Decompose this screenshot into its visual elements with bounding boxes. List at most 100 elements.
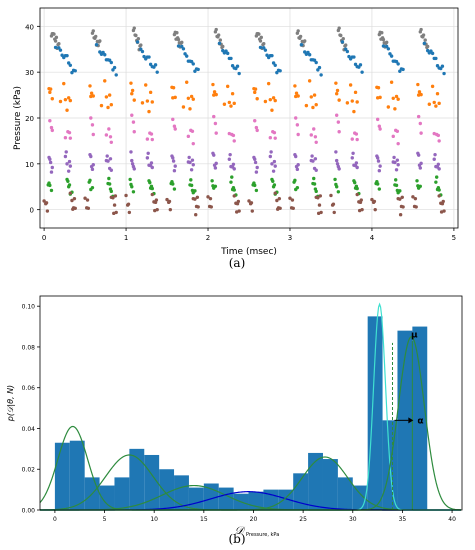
scatter-point [249,201,254,205]
scatter-point [440,64,445,68]
scatter-point [416,93,421,97]
scatter-point [104,133,109,137]
x-tick-label: 35 [399,516,407,523]
scatter-point [334,81,338,85]
scatter-point [232,101,236,106]
scatter-point [236,199,241,204]
scatter-point [211,184,215,188]
scatter-point [427,51,432,55]
scatter-point [212,114,216,119]
scatter-point [416,114,421,119]
scatter-point [148,90,153,95]
scatter-point [377,169,382,173]
scatter-point [389,54,394,58]
scatter-point [58,99,63,104]
scatter-point [214,131,218,135]
scatter-point [190,129,195,133]
scatter-point [68,63,73,67]
scatter-point [273,98,277,103]
scatter-point [386,105,391,109]
scatter-point [94,42,99,47]
y-tick-label: 30 [25,69,34,77]
scatter-point [109,103,114,107]
scatter-point [436,185,441,190]
scatter-point [355,192,359,197]
scatter-point [213,121,218,126]
scatter-point [153,208,157,213]
scatter-point [53,39,58,43]
scatter-point [144,83,148,87]
histogram-bar [54,442,70,510]
scatter-point [353,180,357,185]
scatter-point [425,44,430,49]
scatter-point [67,183,72,187]
scatter-point [422,41,427,45]
scatter-point [271,179,275,183]
histogram-bar [367,316,383,510]
scatter-point [273,164,277,168]
scatter-point [150,165,154,170]
scatter-point [316,211,321,216]
scatter-point [92,36,96,40]
scatter-point [83,196,87,200]
x-tick-label: 5 [452,234,456,242]
scatter-point [314,140,318,144]
scatter-point [253,87,258,91]
scatter-point [71,207,75,211]
scatter-point [214,161,218,166]
scatter-point [295,185,300,190]
scatter-point [253,160,258,165]
scatter-point [112,203,117,207]
scatter-point [215,34,219,39]
scatter-point [313,135,318,139]
scatter-point [44,201,49,205]
scatter-point [194,213,198,217]
scatter-point [417,90,422,94]
scatter-point [181,105,186,109]
histogram-bar [322,459,338,510]
scatter-point [340,40,345,44]
histogram-pressure-distribution: 0.00 0.02 0.04 0.06 0.08 0.10 0 5 10 15 20 25 30 35 40… [6,295,463,538]
scatter-point [88,178,92,183]
scatter-point [171,159,176,163]
scatter-point [190,188,195,193]
scatter-point [312,93,317,97]
scatter-point [311,58,315,62]
scatter-point [355,165,359,170]
histogram-bar [218,487,234,510]
scatter-point [295,31,300,35]
scatter-point [312,127,316,131]
scatter-point [62,55,66,60]
scatter-point [275,207,280,211]
scatter-point [129,150,133,154]
scatter-point [293,84,297,88]
scatter-point [273,136,277,140]
scatter-point [132,98,136,102]
scatter-point [145,99,150,103]
scatter-point [259,35,263,40]
scatter-point [176,44,181,48]
x-axis-label: 𝒟 [235,524,246,537]
scatter-point [171,96,175,100]
scatter-point [290,198,295,202]
scatter-point [294,116,298,120]
histogram-bar [69,440,85,510]
scatter-point [270,108,274,112]
scatter-point [414,205,418,209]
scatter-point [396,141,400,146]
scatter-point [294,91,299,95]
scatter-point [311,105,315,110]
scatter-point [149,161,154,165]
scatter-point [335,88,340,93]
scatter-point [334,158,339,163]
scatter-point [432,100,436,105]
scatter-point [147,55,151,59]
histogram-bar [114,477,130,510]
scatter-point [172,32,177,37]
scatter-point [337,130,341,134]
scatter-point [191,141,195,146]
scatter-point [209,205,213,209]
scatter-point [131,190,136,194]
scatter-point [237,71,241,76]
scatter-point [212,90,217,94]
